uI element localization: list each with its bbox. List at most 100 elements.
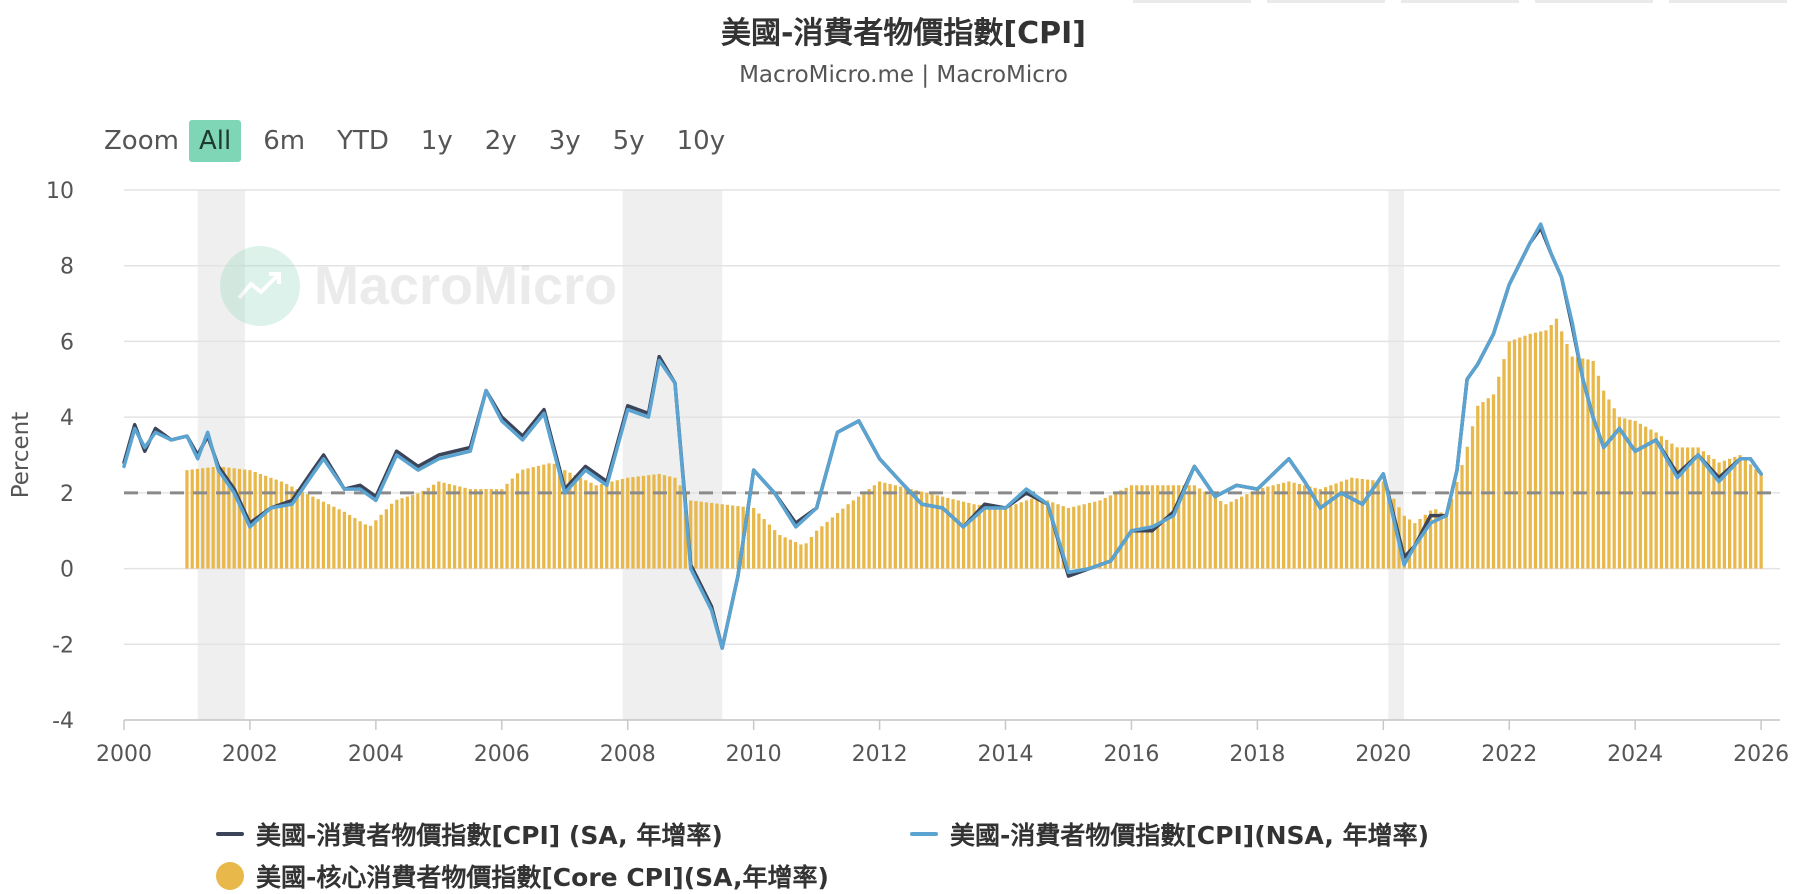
core-cpi-bar bbox=[589, 482, 593, 569]
core-cpi-bar bbox=[285, 484, 289, 569]
core-cpi-bar bbox=[988, 506, 992, 569]
core-cpi-bar bbox=[1554, 318, 1559, 569]
x-tick-label: 2012 bbox=[852, 742, 908, 767]
core-cpi-bar bbox=[867, 489, 871, 569]
core-cpi-bar bbox=[1381, 481, 1385, 569]
zoom-button-5y[interactable]: 5y bbox=[612, 126, 645, 156]
core-cpi-bar bbox=[1140, 485, 1144, 569]
core-cpi-bar bbox=[610, 481, 614, 569]
core-cpi-bar bbox=[993, 506, 997, 569]
core-cpi-bar bbox=[463, 487, 467, 569]
zoom-button-all[interactable]: All bbox=[188, 120, 242, 162]
core-cpi-bar bbox=[410, 495, 415, 569]
core-cpi-bar bbox=[888, 484, 892, 569]
legend-item-core-cpi[interactable]: 美國-核心消費者物價指數[Core CPI](SA,年增率) bbox=[216, 858, 829, 894]
core-cpi-bar bbox=[1707, 455, 1711, 569]
core-cpi-bar bbox=[1502, 359, 1506, 569]
core-cpi-bar bbox=[1135, 485, 1139, 569]
core-cpi-bar bbox=[1161, 485, 1165, 569]
legend-item-cpi-sa[interactable]: 美國-消費者物價指數[CPI] (SA, 年增率) bbox=[216, 816, 723, 852]
toolbar-stub bbox=[1401, 0, 1519, 3]
core-cpi-bar bbox=[237, 468, 242, 569]
core-cpi-bar bbox=[1423, 514, 1427, 569]
legend-line-icon bbox=[216, 832, 244, 836]
core-cpi-bar bbox=[206, 467, 210, 569]
zoom-button-ytd[interactable]: YTD bbox=[337, 126, 389, 156]
core-cpi-bar bbox=[1575, 357, 1580, 569]
core-cpi-bar bbox=[437, 481, 441, 569]
core-cpi-bar bbox=[1638, 423, 1643, 569]
core-cpi-bar bbox=[1287, 481, 1291, 569]
core-cpi-bar bbox=[1512, 339, 1517, 569]
core-cpi-bar bbox=[967, 502, 971, 569]
y-tick-label: 4 bbox=[60, 406, 74, 431]
core-cpi-bar bbox=[773, 530, 777, 569]
zoom-button-10y[interactable]: 10y bbox=[676, 126, 726, 156]
core-cpi-bar bbox=[1082, 504, 1086, 569]
zoom-button-3y[interactable]: 3y bbox=[548, 126, 581, 156]
core-cpi-bar bbox=[1308, 486, 1312, 569]
core-cpi-bar bbox=[531, 467, 535, 569]
core-cpi-bar bbox=[1722, 460, 1727, 569]
core-cpi-bar bbox=[1171, 485, 1176, 569]
zoom-button-2y[interactable]: 2y bbox=[484, 126, 517, 156]
zoom-button-6m[interactable]: 6m bbox=[263, 126, 306, 156]
y-tick-label: 8 bbox=[60, 255, 74, 280]
core-cpi-bar bbox=[1607, 399, 1611, 569]
core-cpi-bar bbox=[447, 484, 451, 569]
core-cpi-bar bbox=[652, 474, 656, 569]
x-tick-label: 2006 bbox=[474, 742, 530, 767]
core-cpi-bar bbox=[1129, 485, 1134, 569]
core-cpi-bar bbox=[1098, 500, 1102, 569]
x-tick-label: 2000 bbox=[96, 742, 152, 767]
zoom-button-1y[interactable]: 1y bbox=[420, 126, 453, 156]
y-tick-label: 10 bbox=[46, 179, 74, 204]
core-cpi-bar bbox=[898, 486, 903, 569]
x-tick-label: 2018 bbox=[1229, 742, 1285, 767]
core-cpi-bar bbox=[536, 465, 541, 569]
core-cpi-bar bbox=[327, 504, 331, 569]
x-tick-label: 2022 bbox=[1481, 742, 1537, 767]
core-cpi-bar bbox=[1612, 408, 1616, 569]
core-cpi-bar bbox=[1061, 506, 1065, 569]
legend-item-cpi-nsa[interactable]: 美國-消費者物價指數[CPI](NSA, 年增率) bbox=[910, 816, 1429, 852]
core-cpi-bar bbox=[647, 475, 651, 569]
y-tick-label: 6 bbox=[60, 330, 74, 355]
core-cpi-bar bbox=[1717, 462, 1721, 569]
core-cpi-bar bbox=[1077, 505, 1081, 569]
core-cpi-bar bbox=[389, 503, 394, 569]
core-cpi-bar bbox=[1418, 518, 1422, 569]
core-cpi-bar bbox=[736, 506, 740, 569]
core-cpi-bar bbox=[814, 530, 819, 569]
core-cpi-bar bbox=[1696, 447, 1700, 569]
core-cpi-bar bbox=[783, 537, 787, 569]
core-cpi-bar bbox=[1759, 473, 1763, 569]
core-cpi-bar bbox=[1444, 515, 1448, 569]
core-cpi-bar bbox=[573, 475, 577, 569]
core-cpi-bar bbox=[1093, 501, 1097, 569]
core-cpi-bar bbox=[1481, 402, 1485, 569]
core-cpi-bar bbox=[1229, 501, 1233, 569]
core-cpi-bar bbox=[379, 514, 383, 569]
core-cpi-bar bbox=[846, 504, 850, 569]
core-cpi-bar bbox=[935, 495, 939, 569]
core-cpi-bar bbox=[1030, 498, 1034, 569]
core-cpi-bar bbox=[1066, 508, 1071, 569]
core-cpi-bar bbox=[620, 478, 625, 569]
core-cpi-bar bbox=[1728, 458, 1732, 569]
x-tick-label: 2014 bbox=[978, 742, 1034, 767]
zoom-bar: Zoom All 6m YTD 1y 2y 3y 5y 10y bbox=[104, 118, 747, 164]
core-cpi-bar bbox=[216, 466, 221, 569]
core-cpi-bar bbox=[1192, 485, 1197, 569]
core-cpi-bar bbox=[1266, 486, 1270, 569]
core-cpi-bar bbox=[1465, 446, 1469, 569]
core-cpi-bar bbox=[1434, 509, 1438, 569]
core-cpi-bar bbox=[505, 483, 509, 569]
core-cpi-bar bbox=[1177, 485, 1181, 569]
core-cpi-bar bbox=[694, 501, 698, 569]
core-cpi-bar bbox=[1103, 497, 1107, 569]
core-cpi-bar bbox=[452, 485, 457, 569]
core-cpi-bar bbox=[1302, 485, 1307, 569]
core-cpi-bar bbox=[841, 508, 845, 569]
core-cpi-bar bbox=[1024, 500, 1029, 569]
